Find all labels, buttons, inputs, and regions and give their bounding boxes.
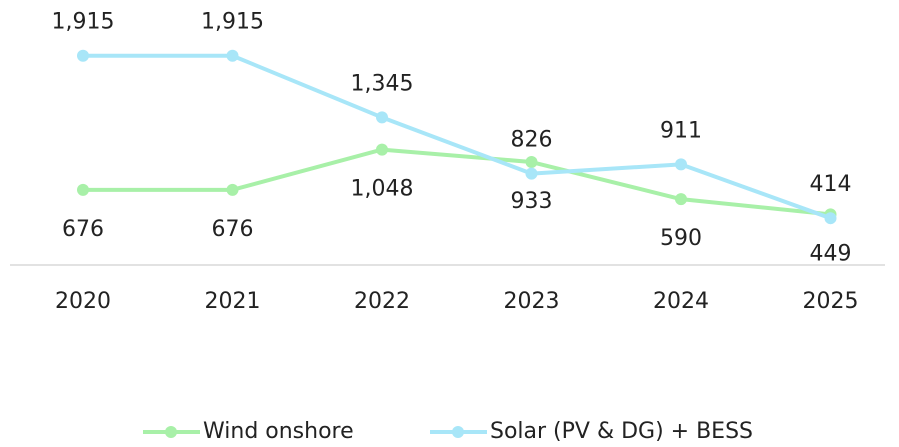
data-label: 1,915 bbox=[52, 10, 115, 35]
point bbox=[525, 167, 538, 180]
data-label: 826 bbox=[511, 128, 553, 153]
data-label: 933 bbox=[511, 189, 553, 214]
data-label: 676 bbox=[62, 217, 104, 242]
point bbox=[525, 156, 538, 169]
point bbox=[77, 183, 89, 196]
legend-marker bbox=[165, 426, 177, 438]
point bbox=[77, 49, 89, 62]
data-label: 590 bbox=[660, 226, 702, 251]
x-tick-label: 2021 bbox=[205, 289, 261, 314]
data-label: 1,048 bbox=[351, 177, 414, 202]
data-label: 1,345 bbox=[351, 71, 414, 96]
point bbox=[376, 143, 388, 156]
point bbox=[675, 158, 687, 171]
legend-label: Solar (PV & DG) + BESS bbox=[490, 419, 753, 444]
legend-label: Wind onshore bbox=[203, 419, 354, 444]
x-tick-label: 2024 bbox=[653, 289, 709, 314]
point bbox=[226, 183, 239, 196]
data-label: 676 bbox=[212, 217, 254, 242]
point bbox=[675, 193, 687, 206]
data-label: 414 bbox=[810, 172, 852, 197]
x-tick-label: 2020 bbox=[55, 289, 111, 314]
data-label: 1,915 bbox=[201, 10, 264, 35]
legend-marker bbox=[452, 426, 464, 438]
point bbox=[226, 49, 239, 62]
data-label: 911 bbox=[660, 118, 702, 143]
point bbox=[376, 111, 388, 124]
data-label: 449 bbox=[810, 241, 852, 266]
x-tick-label: 2023 bbox=[504, 289, 560, 314]
x-tick-label: 2025 bbox=[803, 289, 859, 314]
point bbox=[824, 212, 837, 225]
series-line bbox=[83, 53, 832, 221]
series-line bbox=[83, 147, 831, 217]
x-tick-label: 2022 bbox=[354, 289, 410, 314]
